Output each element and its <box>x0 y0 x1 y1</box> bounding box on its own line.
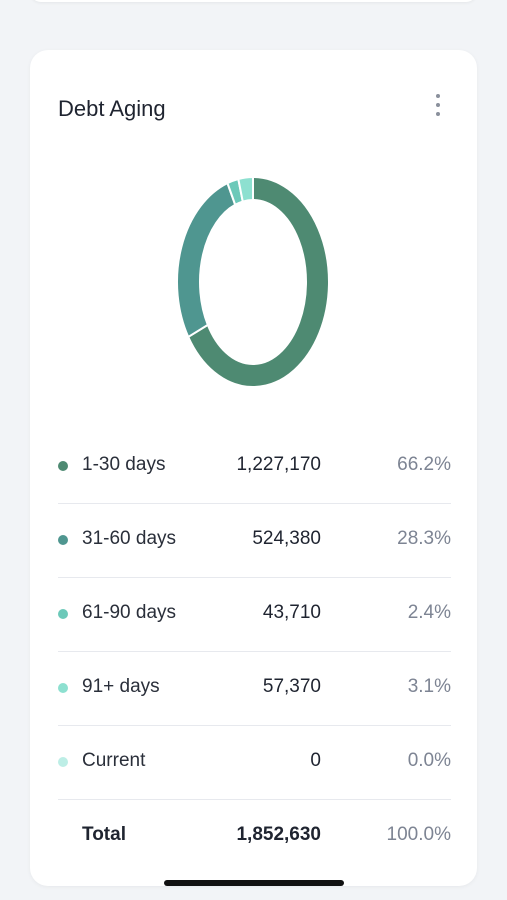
legend-dot <box>58 535 68 545</box>
legend-percent: 3.1% <box>407 676 451 697</box>
legend-dot <box>58 461 68 471</box>
previous-card <box>30 0 477 2</box>
more-vertical-icon[interactable] <box>428 90 448 120</box>
legend-dot <box>58 609 68 619</box>
legend-row-current: Current 0 0.0% <box>58 726 451 800</box>
donut-chart <box>176 175 330 388</box>
donut-slice-1-30-days <box>186 175 330 388</box>
total-percent: 100.0% <box>386 824 451 845</box>
legend-table: 1-30 days 1,227,170 66.2% 31-60 days 524… <box>58 430 451 873</box>
card-title: Debt Aging <box>58 96 166 121</box>
legend-value: 43,710 <box>262 602 321 623</box>
legend-percent: 28.3% <box>397 528 451 549</box>
donut-slice-31-60-days <box>176 181 237 339</box>
legend-label: Current <box>82 750 146 771</box>
legend-percent: 0.0% <box>407 750 451 771</box>
legend-value: 0 <box>310 750 321 771</box>
home-indicator <box>164 880 344 886</box>
legend-value: 524,380 <box>252 528 321 549</box>
total-value: 1,852,630 <box>236 824 321 845</box>
legend-value: 1,227,170 <box>236 454 321 475</box>
legend-percent: 66.2% <box>397 454 451 475</box>
legend-label: 1-30 days <box>82 454 166 475</box>
legend-label: 31-60 days <box>82 528 177 549</box>
legend-dot <box>58 757 68 767</box>
legend-row-1-30: 1-30 days 1,227,170 66.2% <box>58 430 451 504</box>
legend-row-61-90: 61-90 days 43,710 2.4% <box>58 578 451 652</box>
legend-label: 91+ days <box>82 676 160 697</box>
legend-row-31-60: 31-60 days 524,380 28.3% <box>58 504 451 578</box>
debt-aging-card: Debt Aging 1-30 days 1,227,170 66.2% 31-… <box>30 50 477 886</box>
legend-label: 61-90 days <box>82 602 177 623</box>
legend-dot <box>58 683 68 693</box>
legend-value: 57,370 <box>262 676 321 697</box>
legend-row-91-plus: 91+ days 57,370 3.1% <box>58 652 451 726</box>
legend-percent: 2.4% <box>407 602 451 623</box>
total-label: Total <box>82 824 126 845</box>
donut-slice-91-days <box>237 175 254 203</box>
legend-row-total: Total 1,852,630 100.0% <box>58 800 451 873</box>
